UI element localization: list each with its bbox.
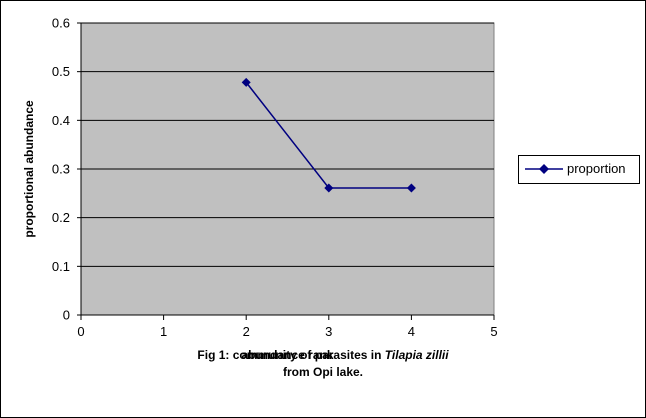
- data-point: [241, 77, 251, 87]
- caption-line-1: Fig 1: community of parasites in Tilapia…: [0, 347, 646, 364]
- y-tick-label: 0.4: [52, 113, 70, 128]
- x-tick-label: 1: [160, 324, 167, 339]
- y-tick-label: 0.1: [52, 259, 70, 274]
- y-tick-label: 0.2: [52, 210, 70, 225]
- x-tick-label: 2: [243, 324, 250, 339]
- legend-swatch-proportion: [525, 164, 563, 174]
- y-tick-label: 0: [63, 308, 70, 323]
- x-tick-label: 0: [77, 324, 84, 339]
- legend: proportion: [518, 155, 640, 184]
- y-tick-label: 0.3: [52, 162, 70, 177]
- caption-text: Fig 1: community of parasites in: [197, 348, 385, 362]
- gridlines: [81, 22, 494, 267]
- x-tick-label: 4: [408, 324, 415, 339]
- x-axis-title: abundance rank: [241, 348, 333, 362]
- y-axis-title: proportional abundance: [22, 100, 36, 238]
- caption-line-2: from Opi lake.: [282, 365, 364, 379]
- data-point: [324, 183, 334, 193]
- y-tick-label: 0.6: [52, 16, 70, 31]
- caption-species: Tilapia zillii: [384, 348, 449, 362]
- figure-caption: Fig 1: community of parasites in Tilapia…: [0, 347, 646, 381]
- data-point: [406, 183, 416, 193]
- tick-labels: 0 0.1 0.2 0.3 0.4 0.5 0.6 0 1 2 3 4 5: [52, 16, 498, 340]
- series-proportion: [241, 77, 416, 193]
- y-tick-label: 0.5: [52, 64, 70, 79]
- legend-label-proportion: proportion: [567, 161, 626, 176]
- x-tick-label: 5: [490, 324, 497, 339]
- x-tick-label: 3: [325, 324, 332, 339]
